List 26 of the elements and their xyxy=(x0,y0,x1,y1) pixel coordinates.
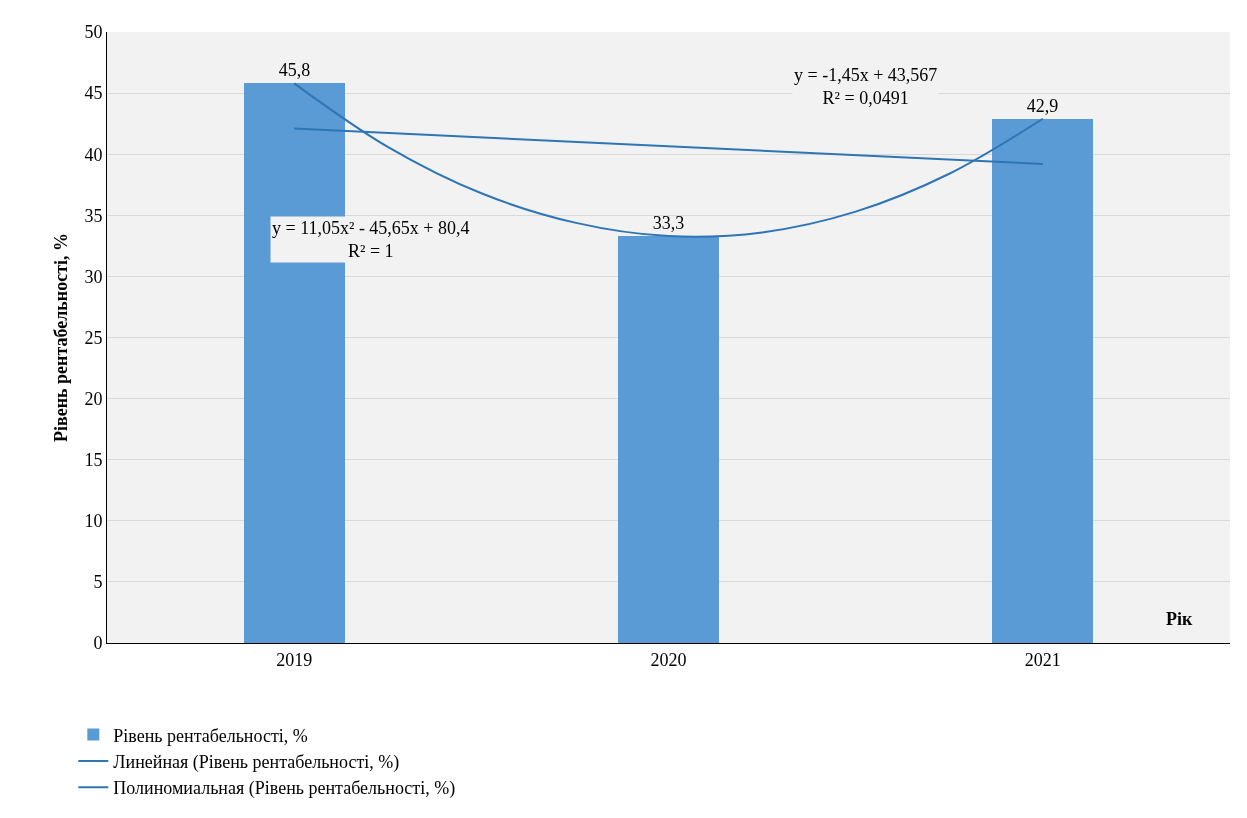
legend-label: Полиномиальная (Рівень рентабельності, %) xyxy=(113,778,456,800)
y-tick-label: 40 xyxy=(84,144,103,165)
data-label: 33,3 xyxy=(652,213,685,233)
bar xyxy=(992,119,1093,643)
x-axis-title: Рік xyxy=(1166,609,1193,629)
x-tick-label: 2021 xyxy=(1024,649,1061,670)
annotation: y = 11,05x² - 45,65x + 80,4 R² = 1 xyxy=(272,218,470,262)
y-tick-label: 20 xyxy=(84,388,103,409)
x-tick-label: 2020 xyxy=(650,649,687,670)
y-tick-label: 5 xyxy=(93,572,103,593)
y-tick-label: 25 xyxy=(84,327,103,348)
y-tick-label: 15 xyxy=(84,450,103,470)
y-tick-label: 30 xyxy=(84,266,103,287)
x-tick-label: 2019 xyxy=(276,649,313,670)
y-tick-label: 45 xyxy=(84,83,103,104)
legend-label: Рівень рентабельності, % xyxy=(113,725,308,746)
y-axis-title: Рівень рентабельності, % xyxy=(50,232,71,443)
y-tick-label: 10 xyxy=(84,511,103,532)
annotation: y = -1,45x + 43,567 R² = 0,0491 xyxy=(794,65,938,109)
y-tick-label: 50 xyxy=(84,22,103,43)
bar xyxy=(618,236,719,643)
y-tick-label: 35 xyxy=(84,205,103,226)
data-label: 42,9 xyxy=(1026,96,1059,116)
legend-label: Линейная (Рівень рентабельності, %) xyxy=(113,751,400,773)
data-label: 45,8 xyxy=(278,60,311,80)
y-tick-label: 0 xyxy=(93,633,103,654)
